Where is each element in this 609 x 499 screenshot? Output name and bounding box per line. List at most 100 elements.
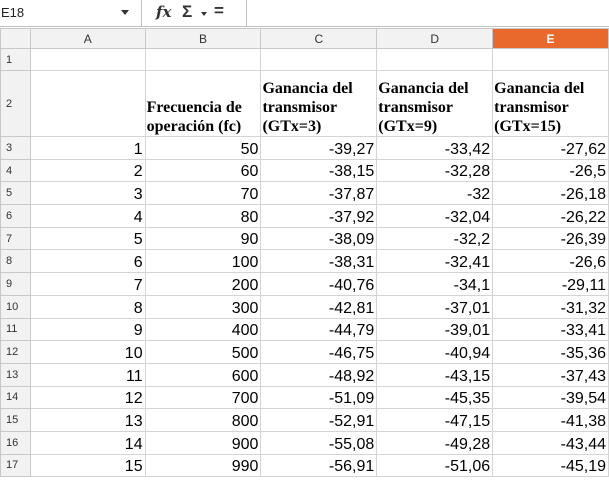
cell-c6[interactable]: -37,92 <box>260 204 378 228</box>
cell-d8[interactable]: -32,41 <box>376 249 494 274</box>
header-cell-gain-gtx9[interactable]: Ganancia del transmisor (GTx=9) <box>376 70 494 137</box>
cell-e8[interactable]: -26,6 <box>492 249 609 274</box>
cell-a11[interactable]: 9 <box>29 317 146 342</box>
row-header[interactable]: 4 <box>0 158 31 183</box>
cell-c10[interactable]: -42,81 <box>260 294 378 319</box>
cell-a6[interactable]: 4 <box>29 204 146 228</box>
row-header[interactable]: 15 <box>0 408 31 432</box>
cell-b4[interactable]: 60 <box>144 158 262 183</box>
cell-d12[interactable]: -40,94 <box>376 340 494 364</box>
cell-b10[interactable]: 300 <box>144 294 262 319</box>
row-header[interactable]: 11 <box>0 317 31 342</box>
cell-d7[interactable]: -32,2 <box>376 226 494 251</box>
cell-e9[interactable]: -29,11 <box>492 272 609 296</box>
cell-d1[interactable] <box>376 48 494 71</box>
cell-d9[interactable]: -34,1 <box>376 272 494 296</box>
cell-c7[interactable]: -38,09 <box>260 226 378 251</box>
column-header-e[interactable]: E <box>492 28 609 49</box>
row-header[interactable]: 14 <box>0 385 31 410</box>
cell-e3[interactable]: -27,62 <box>492 136 609 160</box>
cell-d17[interactable]: -51,06 <box>376 453 494 478</box>
cell-e16[interactable]: -43,44 <box>492 430 609 455</box>
column-header-a[interactable]: A <box>29 28 146 49</box>
cell-c4[interactable]: -38,15 <box>260 158 378 183</box>
cell-a3[interactable]: 1 <box>29 136 146 160</box>
cell-d14[interactable]: -45,35 <box>376 385 494 410</box>
cell-e10[interactable]: -31,32 <box>492 294 609 319</box>
cell-d10[interactable]: -37,01 <box>376 294 494 319</box>
row-header[interactable]: 7 <box>0 226 31 251</box>
cell-b17[interactable]: 990 <box>144 453 262 478</box>
cell-b16[interactable]: 900 <box>144 430 262 455</box>
column-header-b[interactable]: B <box>144 28 262 49</box>
cell-a12[interactable]: 10 <box>29 340 146 364</box>
cell-e5[interactable]: -26,18 <box>492 181 609 206</box>
row-header[interactable]: 5 <box>0 181 31 206</box>
cell-a1[interactable] <box>29 48 146 71</box>
cell-a13[interactable]: 11 <box>29 362 146 387</box>
cell-e12[interactable]: -35,36 <box>492 340 609 364</box>
cell-c3[interactable]: -39,27 <box>260 136 378 160</box>
cell-a10[interactable]: 8 <box>29 294 146 319</box>
cell-c14[interactable]: -51,09 <box>260 385 378 410</box>
formula-icon[interactable]: = <box>214 1 224 20</box>
cell-b6[interactable]: 80 <box>144 204 262 228</box>
select-all-corner[interactable] <box>0 28 31 49</box>
name-box-dropdown-icon[interactable] <box>121 10 129 15</box>
row-header[interactable]: 12 <box>0 340 31 364</box>
row-header[interactable]: 9 <box>0 272 31 296</box>
cell-e6[interactable]: -26,22 <box>492 204 609 228</box>
column-header-c[interactable]: C <box>260 28 378 49</box>
row-header[interactable]: 1 <box>0 48 31 71</box>
row-header[interactable]: 3 <box>0 136 31 160</box>
cell-a5[interactable]: 3 <box>29 181 146 206</box>
function-wizard-icon[interactable]: fx <box>156 3 172 21</box>
cell-b11[interactable]: 400 <box>144 317 262 342</box>
cell-a15[interactable]: 13 <box>29 408 146 432</box>
cell-c1[interactable] <box>260 48 378 71</box>
cell-b3[interactable]: 50 <box>144 136 262 160</box>
cell-c16[interactable]: -55,08 <box>260 430 378 455</box>
cell-a17[interactable]: 15 <box>29 453 146 478</box>
cell-a7[interactable]: 5 <box>29 226 146 251</box>
cell-c12[interactable]: -46,75 <box>260 340 378 364</box>
cell-e15[interactable]: -41,38 <box>492 408 609 432</box>
column-header-d[interactable]: D <box>376 28 494 49</box>
cell-a16[interactable]: 14 <box>29 430 146 455</box>
cell-e13[interactable]: -37,43 <box>492 362 609 387</box>
cell-c5[interactable]: -37,87 <box>260 181 378 206</box>
header-cell-frequency[interactable]: Frecuencia de operación (fc) <box>144 70 262 137</box>
cell-a8[interactable]: 6 <box>29 249 146 274</box>
cell-e1[interactable] <box>492 48 609 71</box>
row-header[interactable]: 2 <box>0 70 31 137</box>
cell-b5[interactable]: 70 <box>144 181 262 206</box>
cell-c8[interactable]: -38,31 <box>260 249 378 274</box>
row-header[interactable]: 6 <box>0 204 31 228</box>
sum-icon[interactable]: Σ <box>182 2 193 21</box>
cell-e11[interactable]: -33,41 <box>492 317 609 342</box>
cell-d16[interactable]: -49,28 <box>376 430 494 455</box>
cell-c9[interactable]: -40,76 <box>260 272 378 296</box>
cell-b8[interactable]: 100 <box>144 249 262 274</box>
cell-b15[interactable]: 800 <box>144 408 262 432</box>
cell-d15[interactable]: -47,15 <box>376 408 494 432</box>
cell-c15[interactable]: -52,91 <box>260 408 378 432</box>
cell-c17[interactable]: -56,91 <box>260 453 378 478</box>
cell-a2[interactable] <box>29 70 146 137</box>
cell-e7[interactable]: -26,39 <box>492 226 609 251</box>
cell-e4[interactable]: -26,5 <box>492 158 609 183</box>
header-cell-gain-gtx3[interactable]: Ganancia del transmisor (GTx=3) <box>260 70 378 137</box>
cell-e17[interactable]: -45,19 <box>492 453 609 478</box>
row-header[interactable]: 8 <box>0 249 31 274</box>
cell-a4[interactable]: 2 <box>29 158 146 183</box>
cell-b7[interactable]: 90 <box>144 226 262 251</box>
cell-b1[interactable] <box>144 48 262 71</box>
row-header[interactable]: 13 <box>0 362 31 387</box>
name-box[interactable]: E18 <box>0 0 142 26</box>
cell-b13[interactable]: 600 <box>144 362 262 387</box>
row-header[interactable]: 16 <box>0 430 31 455</box>
row-header[interactable]: 10 <box>0 294 31 319</box>
cell-a9[interactable]: 7 <box>29 272 146 296</box>
cell-d4[interactable]: -32,28 <box>376 158 494 183</box>
cell-d6[interactable]: -32,04 <box>376 204 494 228</box>
